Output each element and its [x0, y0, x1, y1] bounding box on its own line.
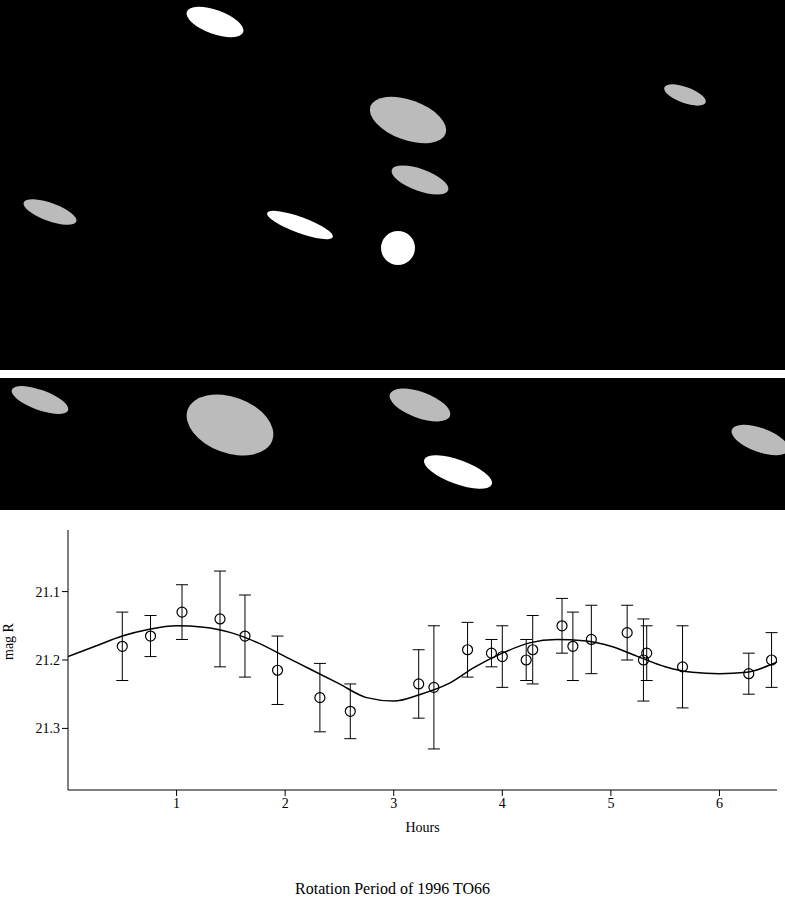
svg-text:3: 3: [390, 796, 397, 811]
svg-text:mag R: mag R: [1, 622, 16, 660]
svg-text:6: 6: [716, 796, 723, 811]
svg-text:1: 1: [173, 796, 180, 811]
svg-text:2: 2: [282, 796, 289, 811]
svg-text:5: 5: [607, 796, 614, 811]
svg-text:4: 4: [499, 796, 506, 811]
svg-text:21.3: 21.3: [36, 721, 61, 736]
svg-text:21.2: 21.2: [36, 653, 61, 668]
html-text:Rotation Period of 1996 TO66: Rotation Period of 1996 TO66: [295, 880, 490, 897]
svg-text:Hours: Hours: [405, 820, 439, 835]
svg-text:21.1: 21.1: [36, 585, 61, 600]
